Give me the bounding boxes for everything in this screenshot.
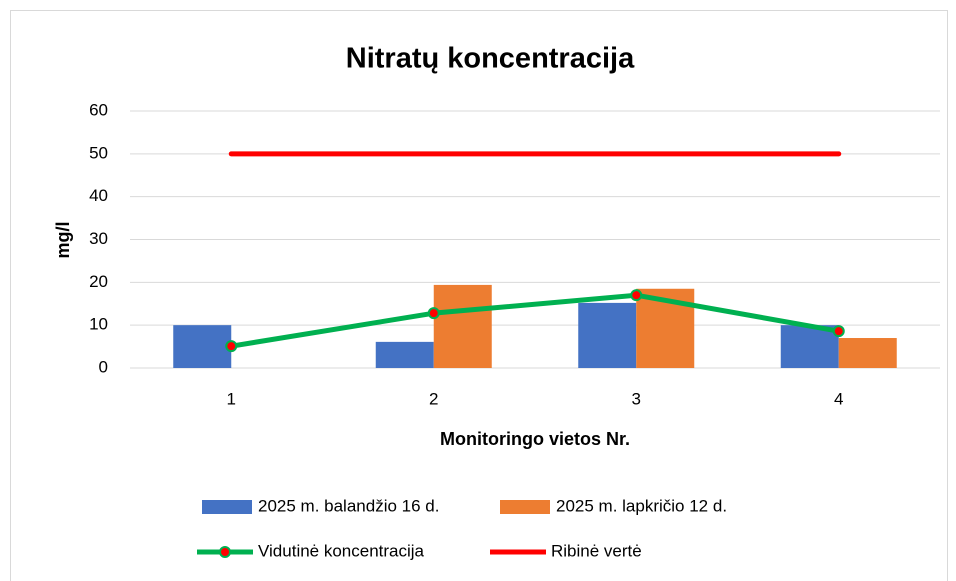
y-axis-label: mg/l (53, 221, 73, 258)
x-tick-label: 3 (632, 389, 641, 408)
legend-label: 2025 m. lapkričio 12 d. (556, 496, 727, 515)
bar (780, 325, 839, 368)
y-tick-label: 60 (89, 100, 108, 119)
chart-title: Nitratų koncentracija (346, 43, 635, 75)
bar (375, 341, 434, 368)
bar (173, 325, 232, 368)
line-marker (832, 325, 845, 338)
bar (838, 338, 897, 368)
bar (433, 284, 492, 368)
x-tick-label: 2 (429, 389, 438, 408)
legend-marker (219, 546, 231, 558)
y-tick-label: 10 (89, 315, 108, 334)
line-marker (427, 307, 440, 320)
legend-swatch (202, 500, 252, 514)
line-marker (225, 340, 238, 353)
y-tick-label: 50 (89, 143, 108, 162)
x-tick-label: 4 (834, 389, 843, 408)
y-tick-label: 40 (89, 186, 108, 205)
x-tick-label: 1 (227, 389, 236, 408)
line-marker (630, 289, 643, 302)
legend-label: Vidutinė koncentracija (258, 541, 425, 560)
bar (578, 302, 637, 368)
legend-label: Ribinė vertė (551, 541, 642, 560)
y-tick-label: 20 (89, 272, 108, 291)
y-tick-label: 0 (99, 357, 108, 376)
x-axis-label: Monitoringo vietos Nr. (440, 429, 630, 449)
legend-swatch (500, 500, 550, 514)
line (228, 292, 842, 349)
y-tick-label: 30 (89, 229, 108, 248)
legend-label: 2025 m. balandžio 16 d. (258, 496, 439, 515)
